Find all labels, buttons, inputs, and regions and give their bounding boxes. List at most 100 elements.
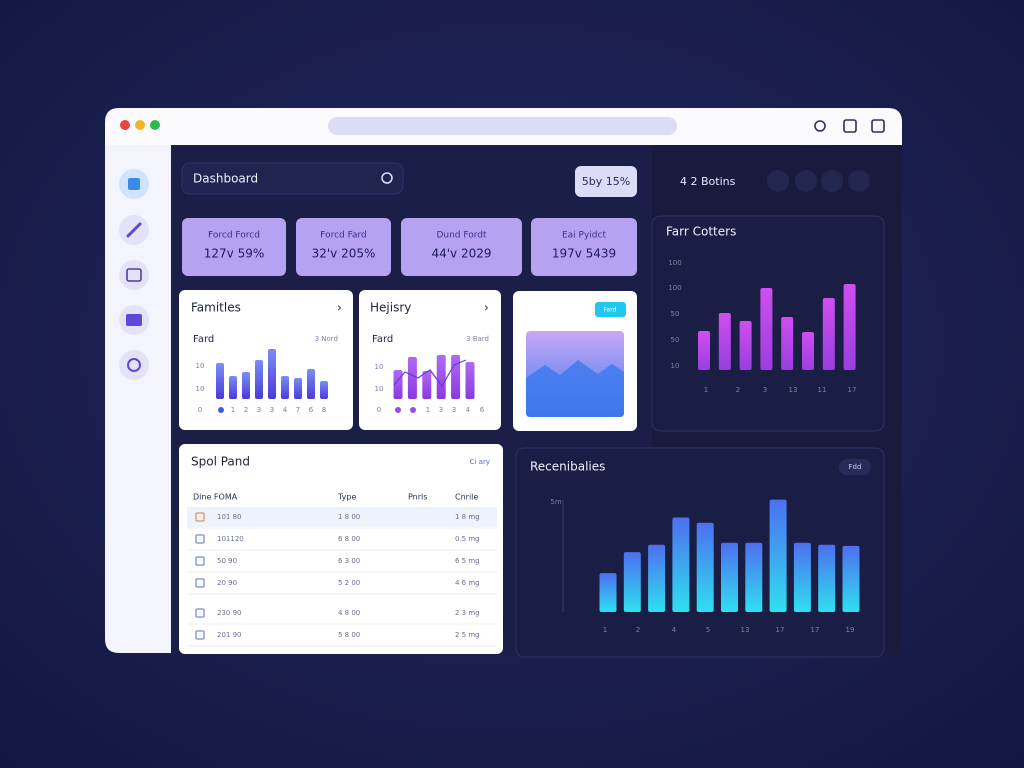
chevron[interactable]: ›: [337, 301, 342, 315]
stat-card: [531, 218, 637, 276]
column-header: Cnrile: [455, 493, 478, 502]
row-icon: [195, 556, 205, 566]
search-icon[interactable]: [814, 120, 826, 132]
row-icon: [195, 578, 205, 588]
x-tick-label: 11: [818, 386, 827, 394]
card-note: 3 Bard: [466, 335, 489, 343]
x-tick-label: 1: [704, 386, 708, 394]
nav-glyph: [126, 268, 142, 282]
bar: [255, 360, 263, 399]
x-tick-label: 7: [296, 406, 300, 414]
cell: 4 6 mg: [455, 579, 480, 587]
home-icon[interactable]: [843, 119, 857, 133]
nav-glyph: [126, 222, 142, 238]
url-bar[interactable]: [328, 117, 677, 135]
bar: [268, 349, 276, 399]
tool-button[interactable]: [848, 170, 870, 192]
panel-button[interactable]: [839, 459, 871, 475]
x-tick-label: 17: [776, 626, 785, 634]
x-tick-label: 8: [322, 406, 326, 414]
bar: [422, 371, 432, 399]
close-dot[interactable]: [120, 120, 130, 130]
column-header: Pnrls: [408, 493, 427, 502]
bar: [465, 362, 475, 399]
image-button[interactable]: [595, 302, 626, 317]
bar: [769, 499, 787, 612]
search-icon[interactable]: [381, 172, 393, 184]
bar: [793, 542, 811, 612]
card-title: Hejisry: [370, 301, 411, 315]
cell: 5 8 00: [338, 631, 360, 639]
x-tick-label: 3: [452, 406, 456, 414]
bar: [623, 552, 641, 612]
bar: [599, 573, 617, 612]
y-tick-label: 100: [668, 259, 681, 267]
x-tick-label: 2: [244, 406, 248, 414]
search-box[interactable]: [181, 162, 404, 195]
x-tick-label: 1: [231, 406, 235, 414]
bar: [698, 331, 710, 370]
column-header: Type: [337, 493, 356, 502]
bar: [781, 317, 794, 370]
stat-label: Dund Fordt: [436, 231, 487, 241]
legend-dot: [410, 407, 416, 413]
stat-label: Forcd Forcd: [208, 231, 260, 241]
bar: [802, 332, 814, 370]
x-tick-label: 3: [257, 406, 261, 414]
row-icon: [195, 630, 205, 640]
stat-value: 44'v 2029: [431, 247, 491, 261]
min-dot[interactable]: [135, 120, 145, 130]
cell: 6 5 mg: [455, 557, 480, 565]
tool-button[interactable]: [821, 170, 843, 192]
stat-value: 127v 59%: [204, 247, 265, 261]
y-tick-label: 50: [671, 310, 680, 318]
table-action[interactable]: Ci ary: [470, 458, 490, 466]
cell: 1 8 00: [338, 513, 360, 521]
row-icon: [195, 512, 205, 522]
bar: [294, 378, 302, 399]
row-icon: [195, 534, 205, 544]
bar: [242, 372, 250, 399]
tool-button[interactable]: [767, 170, 789, 192]
y-tick-label: 10: [196, 385, 205, 393]
cell: 20 90: [217, 579, 237, 587]
bar: [672, 517, 690, 612]
bar: [648, 544, 666, 612]
nav-glyph: [128, 178, 140, 190]
bar: [451, 355, 461, 399]
row-highlight: [187, 507, 497, 527]
search-label: Dashboard: [193, 172, 258, 186]
badge[interactable]: [575, 166, 637, 197]
panel-button-label: Fdd: [849, 463, 862, 471]
table-title: Spol Pand: [191, 455, 250, 469]
bar: [760, 288, 773, 370]
y-tick-label: 100: [668, 284, 681, 292]
nav-icon[interactable]: [119, 260, 149, 290]
card-subtitle: Fard: [193, 334, 214, 345]
store-icon[interactable]: [871, 119, 885, 133]
cell: 101120: [217, 535, 244, 543]
x-tick-label: 3: [763, 386, 767, 394]
stat-label: Eai Pyidct: [562, 231, 606, 241]
nav-glyph: [126, 314, 142, 326]
bar: [216, 363, 224, 399]
legend-dot: [218, 407, 224, 413]
column-header: Dine FOMA: [193, 493, 238, 502]
cell: 2 3 mg: [455, 609, 480, 617]
max-dot[interactable]: [150, 120, 160, 130]
cell: 6 3 00: [338, 557, 360, 565]
card-subtitle: Fard: [372, 334, 393, 345]
cell: 2 5 mg: [455, 631, 480, 639]
mountains: [526, 360, 624, 417]
chevron[interactable]: ›: [484, 301, 489, 315]
x-tick-label: 4: [672, 626, 677, 634]
cell: 0.5 mg: [455, 535, 480, 543]
cell: 5 2 00: [338, 579, 360, 587]
x-tick-label: 5: [706, 626, 710, 634]
bar: [320, 381, 328, 399]
tool-button[interactable]: [795, 170, 817, 192]
x-tick-label: 17: [848, 386, 857, 394]
trend-line: [393, 359, 467, 388]
nav-icon[interactable]: [119, 350, 149, 380]
